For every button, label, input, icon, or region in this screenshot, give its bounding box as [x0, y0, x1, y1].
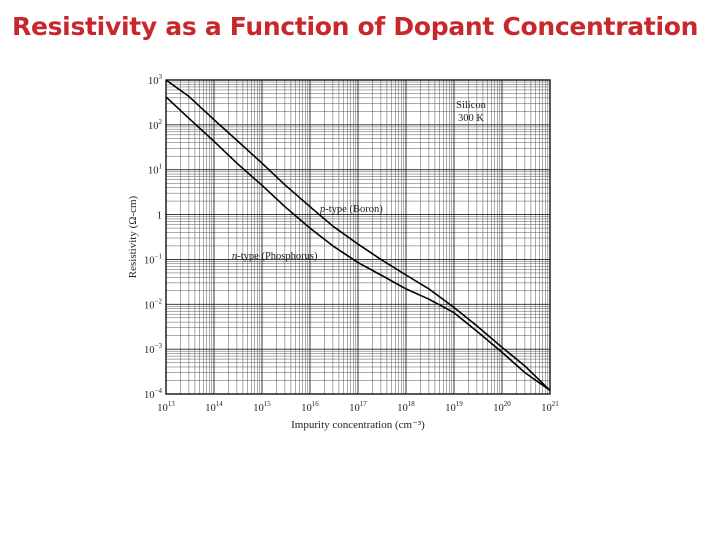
y-tick-label: 10−2 [144, 297, 162, 311]
x-tick-label: 1013 [157, 400, 175, 414]
x-tick-label: 1019 [445, 400, 463, 414]
p-type-boron-line [165, 79, 551, 391]
n-type-series-label: n-type (Phosphorus) [232, 251, 318, 262]
y-axis-tick-labels: 10−4 10−3 10−2 10−1 1 101 102 103 [144, 73, 162, 401]
x-tick-label: 1015 [253, 400, 271, 414]
y-tick-label: 10−4 [144, 387, 162, 401]
p-type-label-text: -type (Boron) [325, 204, 383, 215]
p-type-series-label: p-type (Boron) [319, 204, 383, 215]
chart-plot-frame [165, 79, 551, 395]
n-type-label-text: -type (Phosphorus) [237, 251, 318, 262]
p-type-italic-letter: p [319, 204, 325, 215]
x-tick-label: 1017 [349, 400, 367, 414]
y-axis-label: Resistivity (Ω-cm) [127, 195, 139, 278]
x-axis-tick-labels: 1013 1014 1015 1016 1017 1018 1019 1020 1021 [157, 400, 559, 414]
x-tick-label: 1021 [541, 400, 559, 414]
x-tick-label: 1014 [205, 400, 223, 414]
material-annotation: Silicon [456, 100, 487, 111]
slide-title: Resistivity as a Function of Dopant Conc… [12, 12, 699, 41]
y-tick-label: 101 [148, 163, 163, 177]
x-tick-label: 1018 [397, 400, 415, 414]
y-tick-label: 1 [157, 211, 162, 222]
chart-series-layer [165, 79, 551, 392]
y-tick-label: 102 [148, 118, 163, 132]
x-tick-label: 1020 [493, 400, 511, 414]
n-type-italic-letter: n [232, 251, 237, 262]
x-tick-label: 1016 [301, 400, 319, 414]
y-tick-label: 10−1 [144, 252, 162, 266]
y-tick-label: 10−3 [144, 342, 162, 356]
n-type-phosphorus-line [165, 96, 551, 392]
temperature-annotation: 300 K [458, 113, 484, 124]
x-axis-label: Impurity concentration (cm⁻³) [291, 419, 425, 431]
y-tick-label: 103 [148, 73, 163, 87]
